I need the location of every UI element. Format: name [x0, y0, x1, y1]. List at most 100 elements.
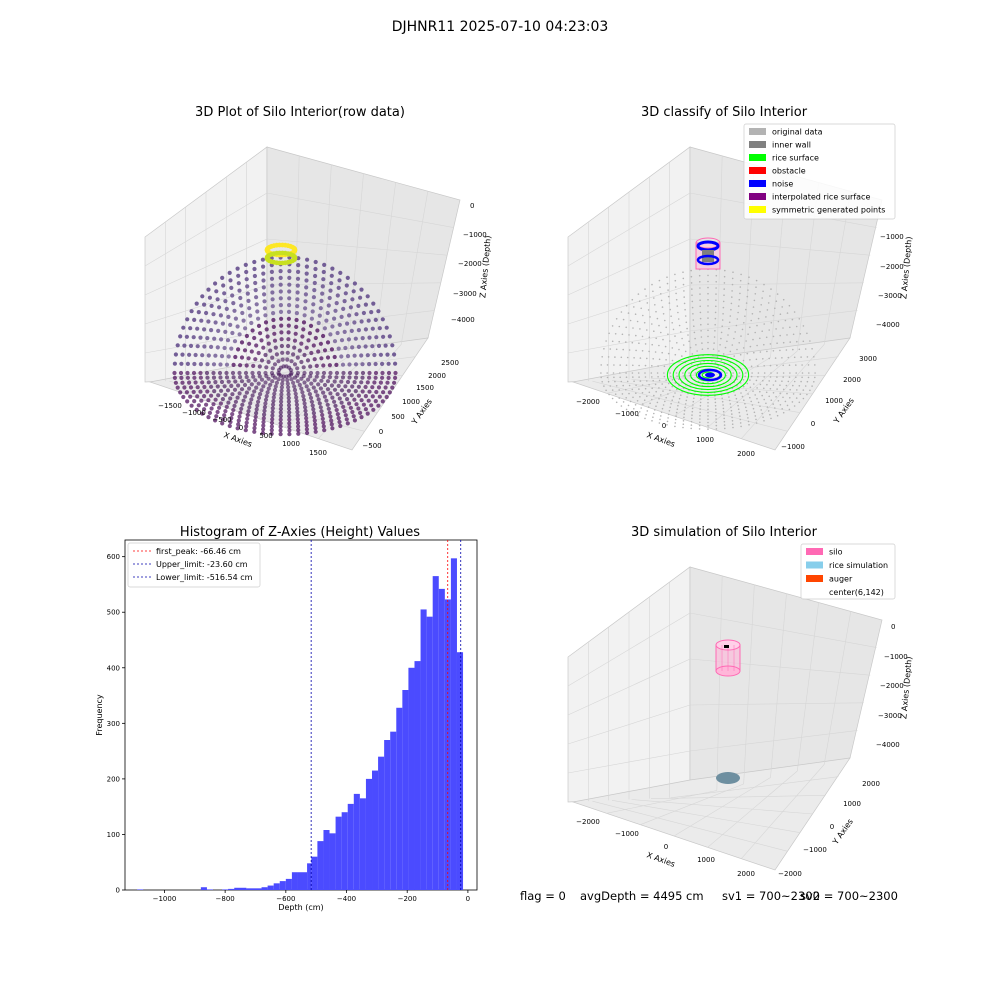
- data-point: [715, 418, 717, 420]
- data-point: [354, 402, 359, 407]
- x-tick-label: −400: [337, 895, 356, 903]
- data-point: [292, 384, 297, 389]
- data-point: [328, 332, 333, 337]
- data-point: [272, 391, 277, 396]
- data-point: [749, 396, 751, 399]
- data-point: [643, 399, 646, 402]
- data-point: [731, 375, 734, 377]
- data-point: [776, 388, 778, 390]
- data-point: [249, 382, 254, 387]
- data-point: [342, 329, 347, 334]
- data-point: [755, 422, 758, 424]
- data-point: [327, 363, 332, 368]
- data-point: [636, 400, 639, 402]
- data-point: [770, 417, 772, 420]
- data-point: [645, 413, 647, 416]
- gridline: [797, 602, 819, 772]
- data-point: [369, 403, 374, 408]
- data-point: [363, 344, 368, 349]
- data-point: [601, 356, 603, 358]
- data-point: [236, 418, 241, 423]
- data-point: [638, 376, 640, 378]
- data-point: [715, 414, 717, 417]
- data-point: [299, 386, 304, 391]
- data-point: [651, 420, 653, 422]
- histogram-bar: [365, 778, 373, 890]
- data-point: [760, 409, 762, 411]
- data-point: [213, 320, 218, 325]
- gridline: [567, 238, 691, 296]
- rice-surface-ring: [678, 359, 738, 391]
- data-point: [312, 418, 317, 423]
- data-point: [229, 383, 234, 388]
- data-point: [782, 298, 785, 301]
- data-point: [658, 397, 660, 400]
- x-tick-label: 0: [239, 424, 243, 432]
- data-point: [739, 353, 742, 356]
- data-point: [180, 380, 185, 385]
- data-point: [660, 394, 662, 396]
- data-point: [325, 402, 330, 407]
- data-point: [287, 417, 292, 422]
- histogram-bar: [359, 798, 366, 890]
- data-point: [245, 416, 250, 421]
- data-point: [615, 401, 618, 404]
- gridline: [374, 182, 396, 352]
- data-point: [292, 345, 297, 350]
- data-point: [666, 276, 668, 279]
- data-point: [759, 390, 761, 393]
- data-point: [658, 358, 661, 361]
- data-point: [352, 353, 357, 358]
- gridline: [567, 192, 691, 267]
- data-point: [340, 362, 346, 367]
- data-point: [644, 364, 647, 367]
- data-point: [633, 306, 635, 308]
- data-point: [292, 338, 298, 343]
- data-point: [256, 350, 261, 356]
- data-point: [664, 319, 666, 322]
- data-point: [339, 388, 345, 393]
- data-point: [342, 409, 347, 414]
- data-point: [334, 370, 340, 376]
- y-tick-label: 1000: [843, 800, 861, 808]
- data-point: [728, 321, 731, 324]
- data-point: [740, 335, 742, 337]
- data-point: [337, 419, 342, 425]
- panel-simulation: 3D simulation of Silo Interior −2000 −10…: [567, 525, 914, 878]
- data-point: [244, 363, 249, 368]
- data-point: [648, 391, 651, 394]
- data-point: [245, 291, 250, 296]
- data-point: [381, 390, 386, 395]
- data-point: [656, 401, 659, 404]
- histogram-bar: [414, 661, 421, 890]
- data-point: [793, 311, 796, 313]
- data-point: [299, 359, 304, 365]
- data-point: [781, 357, 783, 359]
- data-point: [315, 370, 320, 376]
- y-tick-label: −500: [362, 442, 381, 450]
- data-point: [667, 352, 670, 355]
- data-point: [799, 393, 802, 396]
- data-point: [668, 302, 671, 304]
- data-point: [757, 401, 760, 404]
- data-point: [309, 316, 314, 321]
- data-point: [620, 380, 623, 383]
- data-point: [728, 396, 730, 398]
- data-point: [647, 406, 650, 408]
- data-point: [278, 432, 283, 437]
- data-point: [315, 328, 320, 333]
- histogram-bar: [456, 652, 464, 890]
- data-point: [228, 419, 233, 425]
- data-point: [678, 348, 680, 351]
- data-point: [322, 348, 328, 353]
- data-point: [241, 318, 246, 323]
- data-point: [698, 274, 701, 277]
- data-point: [328, 288, 333, 293]
- data-point: [337, 396, 342, 401]
- data-point: [608, 332, 610, 335]
- data-point: [213, 281, 218, 286]
- data-point: [724, 346, 727, 349]
- data-point: [806, 332, 808, 335]
- data-point: [304, 345, 309, 350]
- data-point: [243, 394, 248, 399]
